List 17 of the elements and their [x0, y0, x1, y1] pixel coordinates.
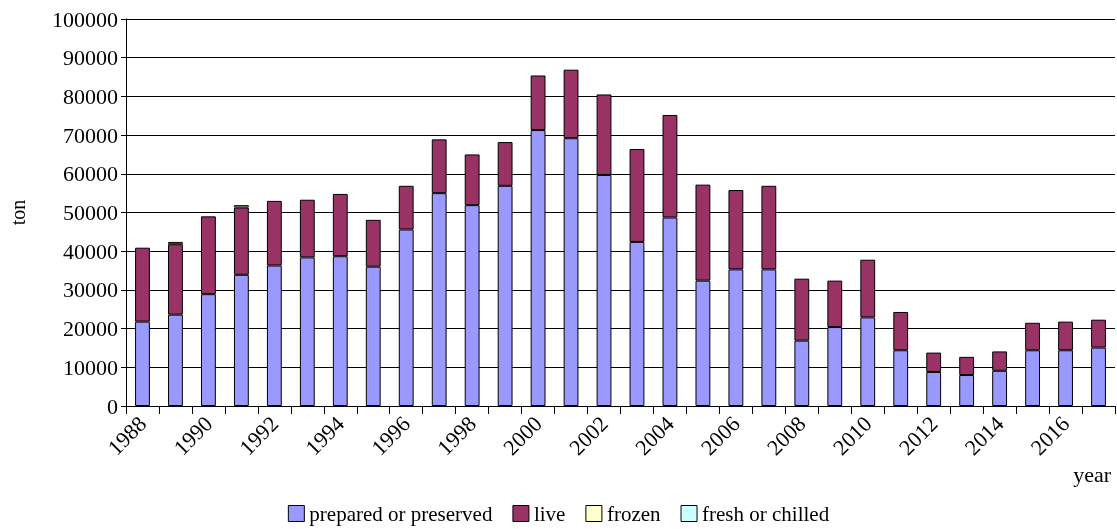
legend-label: prepared or preserved [309, 501, 493, 526]
y-tick-label: 90000 [63, 45, 118, 71]
y-tick-label: 100000 [52, 6, 118, 32]
y-tick-label: 60000 [63, 161, 118, 187]
y-tick-label: 50000 [63, 200, 118, 225]
legend-label: fresh or chilled [702, 501, 830, 526]
y-tick-label: 40000 [63, 238, 118, 264]
y-tick-label: 20000 [63, 316, 118, 342]
y-axis-title: ton [7, 199, 29, 226]
y-tick-label: 80000 [63, 83, 118, 109]
y-tick-label: 70000 [63, 122, 118, 148]
y-tick-label: 10000 [63, 354, 118, 380]
y-tick-label: 0 [107, 393, 118, 419]
legend-label: live [533, 501, 566, 526]
x-axis-title: year [1073, 461, 1112, 487]
y-tick-label: 30000 [63, 277, 118, 303]
legend-label: frozen [606, 501, 662, 526]
